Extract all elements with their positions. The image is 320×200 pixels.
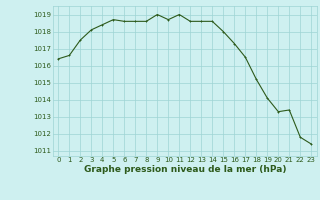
X-axis label: Graphe pression niveau de la mer (hPa): Graphe pression niveau de la mer (hPa)	[84, 165, 286, 174]
